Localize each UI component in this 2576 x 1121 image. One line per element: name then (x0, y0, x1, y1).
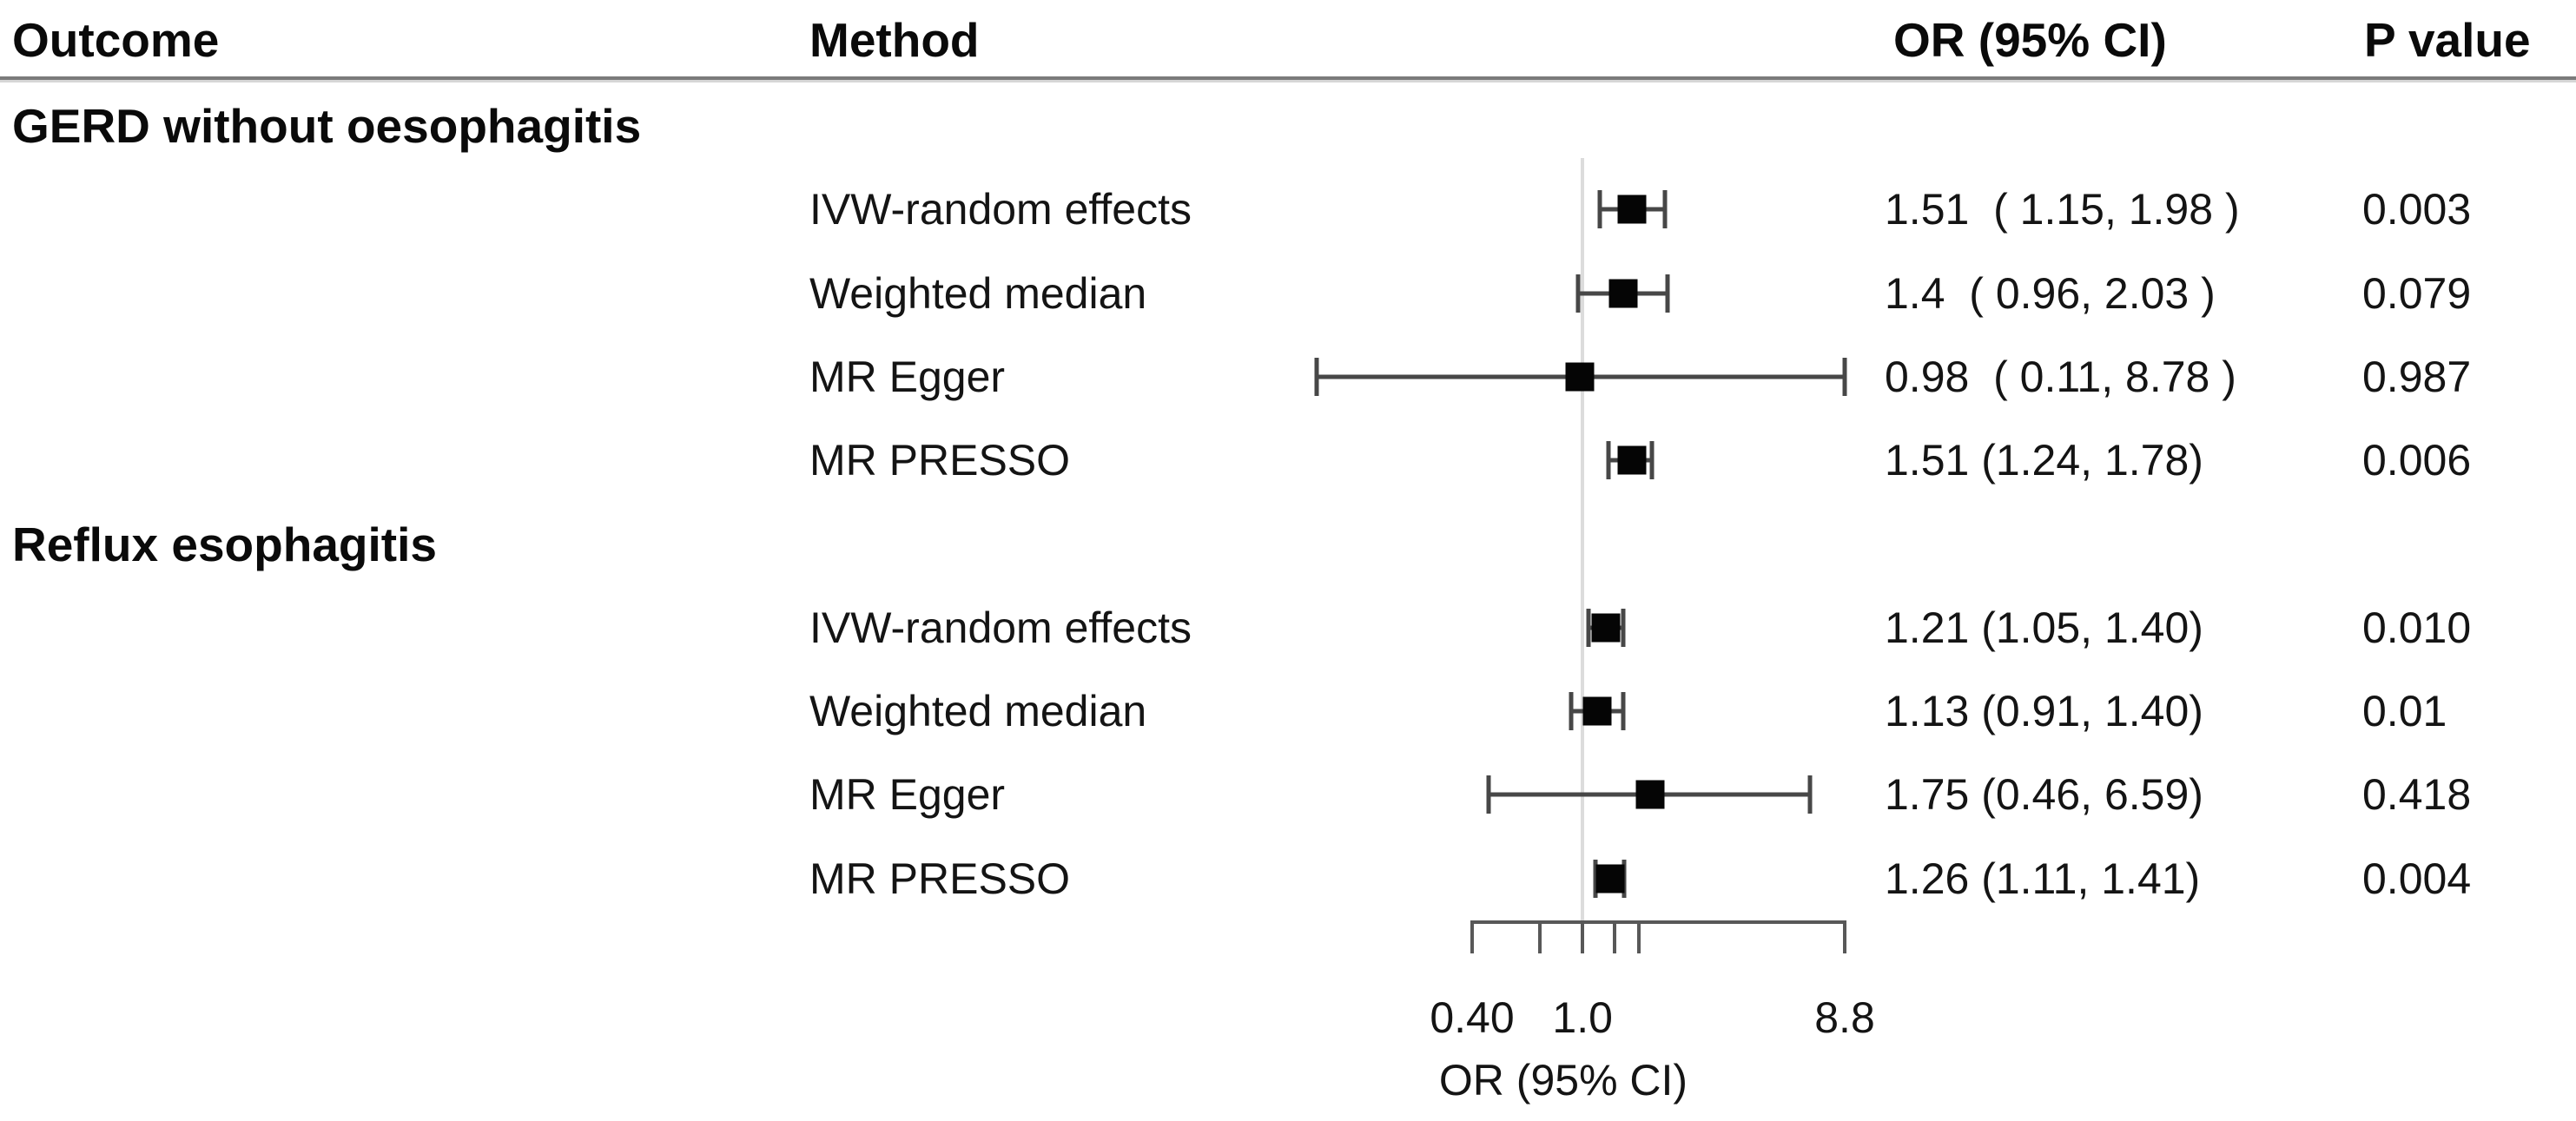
x-axis-title: OR (95% CI) (1438, 1056, 1688, 1105)
column-header-pvalue: P value (2364, 13, 2531, 67)
row-method-label: IVW-random effects (809, 603, 1192, 652)
x-axis-tick (1612, 920, 1616, 953)
ci-cap-high (1842, 357, 1847, 396)
row-method-label: IVW-random effects (809, 185, 1192, 234)
row-method-label: MR Egger (809, 352, 1006, 401)
or-point-marker (1617, 195, 1647, 224)
outcome-section-label: Reflux esophagitis (12, 517, 437, 571)
row-or-ci-value: 1.51 ( 1.15, 1.98 ) (1885, 185, 2240, 234)
ci-cap-low (1606, 441, 1611, 480)
x-axis-tick-label: 0.40 (1430, 993, 1515, 1042)
or-point-marker (1565, 362, 1595, 392)
reference-line-or-1 (1581, 158, 1585, 920)
x-axis-line (1472, 920, 1845, 924)
or-point-marker (1591, 613, 1621, 643)
row-or-ci-value: 1.13 (0.91, 1.40) (1885, 687, 2203, 736)
ci-cap-high (1662, 190, 1668, 229)
row-or-ci-value: 1.51 (1.24, 1.78) (1885, 436, 2203, 485)
or-point-marker (1595, 864, 1625, 894)
row-p-value: 0.01 (2362, 687, 2447, 736)
column-header-method: Method (809, 13, 980, 67)
x-axis-tick (1581, 920, 1585, 953)
ci-cap-high (1621, 692, 1626, 731)
row-method-label: MR Egger (809, 770, 1006, 820)
row-or-ci-value: 1.4 ( 0.96, 2.03 ) (1885, 268, 2216, 318)
row-p-value: 0.006 (2362, 436, 2472, 485)
row-p-value: 0.010 (2362, 603, 2472, 652)
x-axis-tick-label: 8.8 (1814, 993, 1875, 1042)
ci-cap-low (1569, 692, 1574, 731)
row-or-ci-value: 1.26 (1.11, 1.41) (1885, 854, 2201, 903)
or-point-marker (1635, 780, 1665, 809)
ci-cap-low (1314, 357, 1319, 396)
ci-cap-high (1621, 608, 1626, 647)
ci-cap-low (1586, 608, 1591, 647)
row-or-ci-value: 1.75 (0.46, 6.59) (1885, 770, 2203, 820)
x-axis-tick-label: 1.0 (1552, 993, 1613, 1042)
row-p-value: 0.418 (2362, 770, 2472, 820)
ci-cap-high (1807, 775, 1813, 814)
row-p-value: 0.003 (2362, 185, 2472, 234)
row-p-value: 0.987 (2362, 352, 2472, 401)
ci-cap-low (1597, 190, 1602, 229)
or-point-marker (1608, 279, 1638, 308)
row-p-value: 0.004 (2362, 854, 2472, 903)
row-or-ci-value: 0.98 ( 0.11, 8.78 ) (1885, 352, 2236, 401)
ci-cap-high (1665, 274, 1670, 313)
outcome-section-label: GERD without oesophagitis (12, 99, 642, 153)
header-separator-line (0, 76, 2576, 82)
row-p-value: 0.079 (2362, 268, 2472, 318)
or-point-marker (1582, 696, 1612, 726)
ci-cap-low (1593, 859, 1598, 898)
row-method-label: Weighted median (809, 268, 1147, 318)
row-or-ci-value: 1.21 (1.05, 1.40) (1885, 603, 2203, 652)
or-point-marker (1617, 445, 1647, 475)
x-axis-tick (1470, 920, 1474, 953)
ci-cap-low (1486, 775, 1491, 814)
column-header-or-ci: OR (95% CI) (1893, 13, 2167, 67)
row-method-label: MR PRESSO (809, 854, 1071, 903)
x-axis-tick (1637, 920, 1641, 953)
ci-cap-low (1575, 274, 1580, 313)
column-header-outcome: Outcome (12, 13, 220, 67)
row-method-label: MR PRESSO (809, 436, 1071, 485)
x-axis-tick (1843, 920, 1846, 953)
ci-cap-high (1649, 441, 1655, 480)
row-method-label: Weighted median (809, 687, 1147, 736)
x-axis-tick (1537, 920, 1542, 953)
